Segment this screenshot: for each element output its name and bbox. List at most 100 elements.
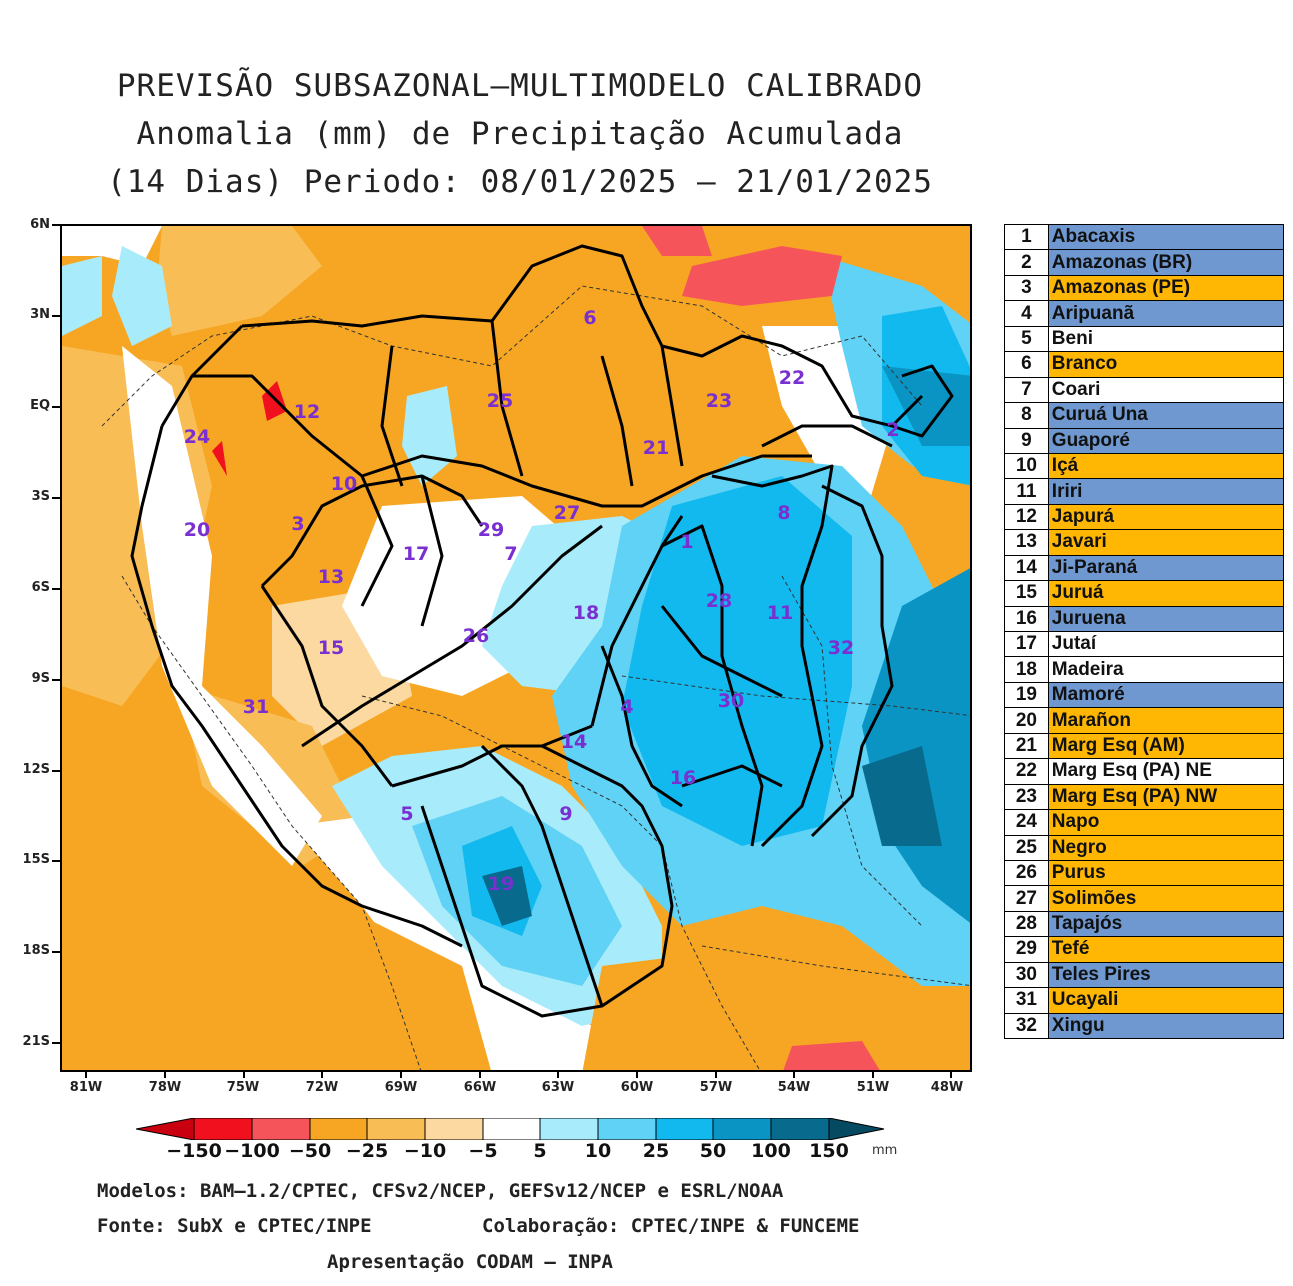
footer-source: Fonte: SubX e CPTEC/INPE xyxy=(97,1215,372,1237)
colorbar-label: 25 xyxy=(642,1140,670,1162)
lon-label-60w: 60W xyxy=(620,1080,654,1095)
legend-basin-name: Branco xyxy=(1047,351,1285,378)
legend-number: 29 xyxy=(1004,936,1049,963)
legend-number: 22 xyxy=(1004,758,1049,785)
legend-row: 3 Amazonas (PE) xyxy=(1004,274,1285,302)
red-area xyxy=(682,246,842,306)
legend-row: 29 Tefé xyxy=(1004,936,1285,963)
colorbar-label: −150 xyxy=(166,1140,222,1162)
legend-number: 21 xyxy=(1004,732,1049,760)
colorbar-label: −50 xyxy=(288,1140,332,1162)
lat-label-15s: 15S xyxy=(22,852,50,867)
lon-tick xyxy=(636,1070,638,1078)
lon-label-72w: 72W xyxy=(305,1080,339,1095)
basin-label: 4 xyxy=(620,696,634,718)
lon-tick xyxy=(243,1070,245,1078)
lat-tick xyxy=(52,951,60,953)
title-line-3: (14 Dias) Periodo: 08/01/2025 — 21/01/20… xyxy=(107,164,933,200)
basin-label: 23 xyxy=(705,390,733,412)
basin-label: 26 xyxy=(462,625,490,647)
basin-label: 14 xyxy=(560,731,588,753)
lat-label-eq: EQ xyxy=(30,398,50,413)
colorbar-segment xyxy=(770,1118,830,1140)
colorbar-label: 10 xyxy=(584,1140,612,1162)
legend-number: 13 xyxy=(1004,529,1049,556)
basin-label: 29 xyxy=(477,519,505,541)
footer-models: Modelos: BAM—1.2/CPTEC, CFSv2/NCEP, GEFS… xyxy=(97,1180,784,1202)
basin-boundaries xyxy=(130,244,954,1018)
legend-basin-name: Japurá xyxy=(1047,503,1285,531)
basin-label: 25 xyxy=(486,390,514,412)
colorbar-segment xyxy=(482,1118,541,1140)
lon-label-78w: 78W xyxy=(148,1080,182,1095)
legend-basin-name: Teles Pires xyxy=(1047,961,1285,989)
legend-row: 9 Guaporé xyxy=(1004,427,1285,454)
lat-tick xyxy=(52,860,60,862)
legend-row: 21 Marg Esq (AM) xyxy=(1004,732,1285,760)
basin-label: 17 xyxy=(402,543,430,565)
lon-label-63w: 63W xyxy=(541,1080,575,1095)
basin-label: 10 xyxy=(330,473,358,495)
legend-row: 25 Negro xyxy=(1004,834,1285,861)
legend-row: 12 Japurá xyxy=(1004,503,1285,531)
lon-label-75w: 75W xyxy=(226,1080,260,1095)
legend-number: 10 xyxy=(1004,452,1049,480)
legend-number: 16 xyxy=(1004,605,1049,633)
basin-label: 15 xyxy=(317,637,345,659)
lat-tick xyxy=(52,497,60,499)
legend-basin-name: Madeira xyxy=(1047,656,1285,683)
legend-basin-name: Marg Esq (AM) xyxy=(1047,732,1285,760)
legend-number: 27 xyxy=(1004,885,1049,912)
legend-number: 8 xyxy=(1004,402,1049,429)
basin-label: 9 xyxy=(559,803,573,825)
footer-presentation: Apresentação CODAM — INPA xyxy=(327,1251,613,1273)
basin-label: 20 xyxy=(183,519,211,541)
lon-tick xyxy=(400,1070,402,1078)
legend-basin-name: Curuá Una xyxy=(1047,402,1285,429)
legend-basin-name: Ji-Paraná xyxy=(1047,554,1285,582)
basin-label: 22 xyxy=(778,367,806,389)
legend-number: 14 xyxy=(1004,554,1049,582)
lon-tick xyxy=(479,1070,481,1078)
basin-label: 16 xyxy=(669,767,697,789)
orange-area xyxy=(342,916,491,1070)
colorbar-segment xyxy=(251,1118,311,1140)
colorbar-unit: mm xyxy=(872,1143,898,1158)
colorbar-segment xyxy=(712,1118,772,1140)
strong-blue-area xyxy=(622,476,852,846)
basin-label: 11 xyxy=(766,602,794,624)
footer-collaboration: Colaboração: CPTEC/INPE & FUNCEME xyxy=(482,1215,860,1237)
legend-row: 8 Curuá Una xyxy=(1004,402,1285,429)
legend-row: 10 Içá xyxy=(1004,452,1285,480)
legend-number: 31 xyxy=(1004,987,1049,1014)
legend-row: 7 Coari xyxy=(1004,376,1285,404)
legend-row: 28 Tapajós xyxy=(1004,910,1285,938)
basin-label: 27 xyxy=(553,502,581,524)
legend-basin-name: Ucayali xyxy=(1047,987,1285,1014)
basin-label: 31 xyxy=(242,696,270,718)
basin-label: 1 xyxy=(680,531,694,553)
light-blue-area xyxy=(112,246,172,346)
lat-tick xyxy=(52,770,60,772)
legend-row: 4 Aripuanã xyxy=(1004,300,1285,327)
colorbar-segment xyxy=(193,1118,253,1140)
colorbar-segment xyxy=(597,1118,657,1140)
legend-row: 30 Teles Pires xyxy=(1004,961,1285,989)
colorbar-segment xyxy=(309,1118,368,1140)
map-canvas xyxy=(62,226,970,1070)
colorbar-label: 5 xyxy=(533,1140,547,1162)
legend-row: 26 Purus xyxy=(1004,859,1285,887)
legend-row: 2 Amazonas (BR) xyxy=(1004,249,1285,276)
legend-row: 23 Marg Esq (PA) NW xyxy=(1004,783,1285,811)
legend-number: 20 xyxy=(1004,707,1049,734)
legend-basin-name: Juruena xyxy=(1047,605,1285,633)
basin-label: 8 xyxy=(777,502,791,524)
legend-number: 6 xyxy=(1004,351,1049,378)
legend-basin-name: Amazonas (PE) xyxy=(1047,274,1285,302)
lon-label-48w: 48W xyxy=(930,1080,964,1095)
legend-row: 32 Xingu xyxy=(1004,1012,1285,1040)
legend-row: 20 Marañon xyxy=(1004,707,1285,734)
lat-label-18s: 18S xyxy=(22,943,50,958)
legend-basin-name: Beni xyxy=(1047,325,1285,353)
basin-label: 7 xyxy=(504,543,518,565)
